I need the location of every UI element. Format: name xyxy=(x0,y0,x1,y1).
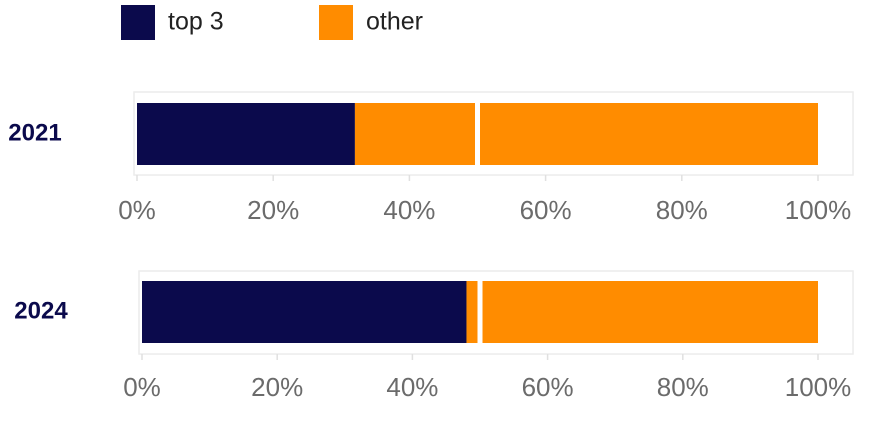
category-label: 2021 xyxy=(8,119,61,146)
x-tick-label: 20% xyxy=(251,372,303,402)
bar-segment xyxy=(137,103,355,165)
x-tick-label: 100% xyxy=(785,372,852,402)
category-label: 2024 xyxy=(14,297,68,324)
x-tick-label: 40% xyxy=(383,195,435,225)
legend-swatch xyxy=(319,5,353,40)
bar-segment xyxy=(142,281,467,343)
x-tick-label: 80% xyxy=(656,195,708,225)
legend-label: other xyxy=(366,8,423,36)
legend-label: top 3 xyxy=(168,8,224,36)
x-tick-label: 40% xyxy=(386,372,438,402)
x-tick-label: 60% xyxy=(522,372,574,402)
x-tick-label: 60% xyxy=(520,195,572,225)
x-tick-label: 100% xyxy=(785,195,852,225)
x-tick-label: 80% xyxy=(657,372,709,402)
x-tick-label: 20% xyxy=(247,195,299,225)
plot-frame xyxy=(133,91,854,176)
x-tick-label: 0% xyxy=(118,195,156,225)
bar-segment xyxy=(466,281,818,343)
x-tick-label: 0% xyxy=(123,372,161,402)
legend-swatch xyxy=(121,5,155,40)
plot-frame xyxy=(138,270,854,355)
bar-segment xyxy=(354,103,818,165)
